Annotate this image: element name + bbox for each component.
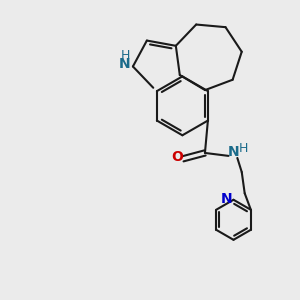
Text: H: H bbox=[238, 142, 248, 155]
Text: N: N bbox=[221, 192, 233, 206]
Text: N: N bbox=[118, 56, 130, 70]
Text: O: O bbox=[171, 150, 183, 164]
Text: N: N bbox=[228, 146, 240, 159]
Text: H: H bbox=[121, 49, 130, 62]
